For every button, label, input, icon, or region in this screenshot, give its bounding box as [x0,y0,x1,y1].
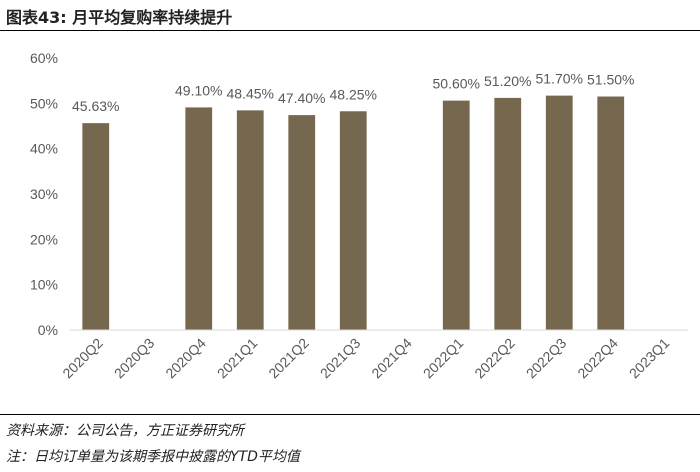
data-label: 50.60% [433,76,480,92]
bar [494,97,522,330]
bar [545,95,573,330]
bar [339,111,367,331]
y-axis: 0% 10% 20% 30% 40% 50% 60% [30,50,58,338]
x-tick-label: 2022Q3 [523,335,570,382]
top-rule [0,30,700,31]
x-tick-label: 2022Q1 [420,335,467,382]
data-label: 47.40% [278,90,325,106]
x-tick-label: 2021Q2 [265,335,312,382]
x-tick-label: 2021Q3 [317,335,364,382]
x-axis: 2020Q2 2020Q3 2020Q4 2021Q1 2021Q2 2021Q3 2021… [59,335,672,382]
data-label: 51.50% [587,72,634,88]
x-tick-label: 2023Q1 [626,335,673,382]
bar [185,107,213,330]
y-tick-label: 30% [30,186,58,202]
x-tick-label: 2020Q3 [111,335,158,382]
y-tick-label: 0% [38,322,58,338]
y-tick-label: 40% [30,141,58,157]
bottom-rule [0,414,700,415]
bar [442,100,470,330]
data-label: 51.20% [484,73,531,89]
data-label: 48.25% [330,86,377,102]
y-tick-label: 60% [30,50,58,66]
bar [236,110,264,330]
bar [288,115,316,331]
y-tick-label: 20% [30,231,58,247]
x-tick-label: 2021Q1 [214,335,261,382]
data-label: 45.63% [72,98,119,114]
x-tick-label: 2020Q2 [59,335,106,382]
x-tick-label: 2022Q4 [574,335,621,382]
footnote: 注：日均订单量为该期季报中披露的YTD平均值 [6,449,300,465]
x-tick-label: 2022Q2 [471,335,518,382]
data-label: 49.10% [175,82,222,98]
x-tick-label: 2021Q4 [368,335,415,382]
y-tick-label: 50% [30,95,58,111]
y-tick-label: 10% [30,277,58,293]
data-label: 48.45% [227,85,274,101]
bars [82,95,625,331]
data-label: 51.70% [536,71,583,87]
data-labels: 45.63% 49.10% 48.45% 47.40% 48.25% 50.60% 51.2… [72,71,634,115]
bar [82,123,110,330]
x-tick-label: 2020Q4 [162,335,209,382]
source-note: 资料来源：公司公告，方正证券研究所 [6,423,244,439]
figure-title: 图表43: 月平均复购率持续提升 [6,8,233,27]
bar [597,96,625,331]
